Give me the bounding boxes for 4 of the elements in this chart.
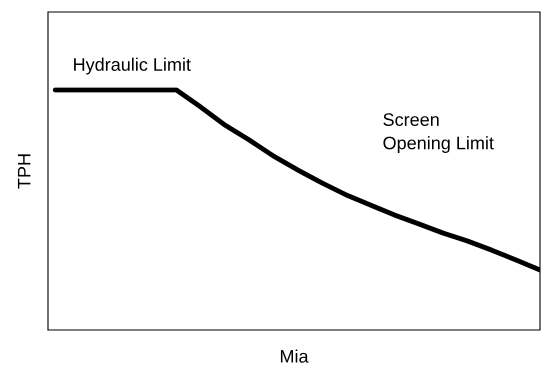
y-axis-title: TPH [18,154,30,189]
x-axis-title: Mia [280,349,309,363]
annotation: Screen Opening Limit [383,113,494,153]
text: Hydraulic Limit [74,58,191,74]
